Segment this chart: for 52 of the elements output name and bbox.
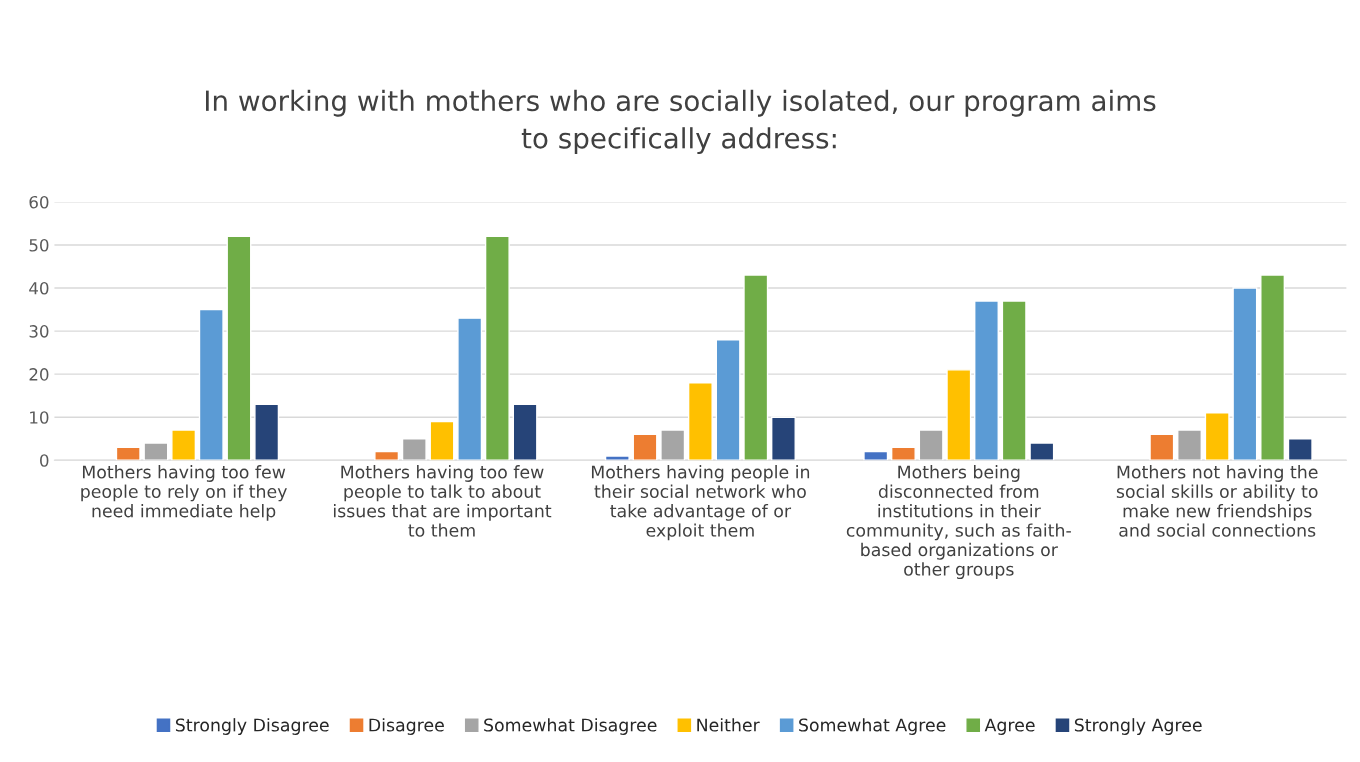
- y-tick-label: 10: [30, 411, 49, 424]
- bar: [1177, 429, 1202, 461]
- bar: [743, 274, 769, 461]
- y-tick-label: 40: [29, 282, 49, 295]
- bar: [226, 235, 252, 461]
- x-tick-label: Mothers having too few people to rely on if they need immediate help: [81, 465, 287, 521]
- legend-label: Somewhat Agree: [799, 718, 946, 735]
- bar: [512, 403, 538, 461]
- bar: [632, 433, 658, 461]
- bar: [1001, 300, 1027, 461]
- bar: [1204, 412, 1230, 461]
- bar: [660, 429, 686, 461]
- y-tick-label: 60: [29, 195, 49, 209]
- chart-title: In working with mothers who are socially isolated, our program aims to specifically address:: [205, 89, 1156, 155]
- y-tick-label: 20: [29, 368, 49, 381]
- bar: [687, 382, 713, 461]
- bar: [1287, 438, 1313, 461]
- bar: [1260, 274, 1286, 461]
- bar: [890, 446, 916, 461]
- bar: [974, 300, 999, 461]
- bar: [1149, 433, 1175, 461]
- bar: [401, 438, 427, 461]
- legend-label: Somewhat Disagree: [484, 718, 657, 735]
- legend-label: Strongly Disagree: [175, 718, 329, 735]
- bar: [715, 339, 741, 461]
- bar: [946, 369, 972, 461]
- bar: [770, 416, 796, 461]
- bar: [254, 403, 280, 461]
- bar: [143, 442, 169, 461]
- bar: [198, 308, 224, 461]
- bar: [1232, 287, 1258, 461]
- bar: [484, 235, 510, 461]
- y-tick-label: 0: [40, 454, 49, 467]
- bar: [457, 317, 483, 461]
- legend-label: Strongly Agree: [1074, 718, 1202, 735]
- bar: [604, 455, 630, 461]
- x-tick-label: Mothers having people in their social network who take advantage of or exploit them: [591, 465, 810, 541]
- x-tick-label: Mothers not having the social skills or ability to make new friendships and social connections: [1116, 465, 1318, 537]
- y-tick-label: 30: [29, 325, 49, 338]
- bar: [918, 429, 944, 461]
- bar: [115, 446, 141, 461]
- bar: [1029, 442, 1055, 461]
- bar: [863, 450, 889, 461]
- y-tick-label: 50: [29, 238, 49, 252]
- legend-label: Neither: [697, 718, 760, 732]
- bar: [374, 450, 400, 461]
- bar: [429, 420, 455, 461]
- legend-label: Agree: [984, 718, 1035, 735]
- legend-label: Disagree: [369, 718, 444, 735]
- x-tick-label: Mothers having too few people to talk to about issues that are important to them: [333, 465, 552, 537]
- x-tick-label: Mothers being disconnected from institutions in their community, such as faith- based organizations or other groups: [846, 465, 1071, 580]
- bar: [171, 429, 197, 461]
